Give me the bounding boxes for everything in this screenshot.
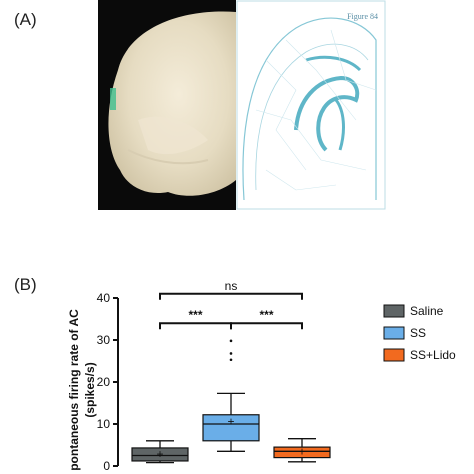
box-body [202, 414, 260, 442]
significance-label: *** [259, 308, 273, 322]
panel-b-label: (B) [14, 275, 37, 294]
legend-label: SS [410, 326, 426, 340]
outlier-point [229, 339, 233, 343]
mean-marker: + [227, 414, 234, 428]
bracket-line [230, 322, 303, 330]
significance-label: *** [188, 308, 202, 322]
firing-rate-boxplot: 0 10 20 30 40 pontaneous firing rate of AC (sp… [67, 279, 456, 473]
y-tick-label: 20 [97, 375, 111, 389]
legend-swatch [383, 326, 405, 340]
bracket-line [159, 292, 303, 300]
bracket-line [159, 322, 232, 330]
mean-marker: + [298, 445, 305, 459]
significance-label: ns [225, 279, 238, 293]
legend-label: Saline [410, 304, 444, 318]
brain-slice-photo [98, 0, 236, 210]
outlier-point [229, 358, 233, 362]
box-saline: + [131, 440, 189, 464]
significance-bracket: *** [159, 308, 232, 330]
legend-label: SS+Lido [410, 348, 456, 362]
box-ss: + [202, 339, 260, 452]
legend-item-saline: Saline [383, 304, 444, 318]
legend-item-ss: SS [383, 326, 426, 340]
box-body [273, 446, 331, 459]
mean-marker: + [156, 447, 163, 461]
legend-item-ss-lido: SS+Lido [383, 348, 456, 362]
y-axis-label: pontaneous firing rate of AC [67, 309, 81, 471]
y-axis-label-units: (spikes/s) [83, 362, 97, 417]
panel-a-figure: Figure 84 [98, 0, 386, 210]
outlier-point [229, 352, 233, 355]
significance-bracket: *** [230, 308, 303, 330]
y-tick-label: 40 [97, 291, 111, 305]
significance-bracket: ns [159, 279, 303, 300]
panel-a-label: (A) [14, 10, 37, 29]
y-tick-label: 0 [103, 459, 110, 473]
legend-swatch [383, 304, 405, 318]
y-tick-label: 30 [97, 333, 111, 347]
y-tick-label: 10 [97, 417, 111, 431]
atlas-figure-tag: Figure 84 [347, 12, 378, 21]
brain-atlas-diagram: Figure 84 [236, 0, 386, 210]
legend-swatch [383, 348, 405, 362]
box-body [131, 447, 189, 462]
box-ss-lido: + [273, 438, 331, 463]
